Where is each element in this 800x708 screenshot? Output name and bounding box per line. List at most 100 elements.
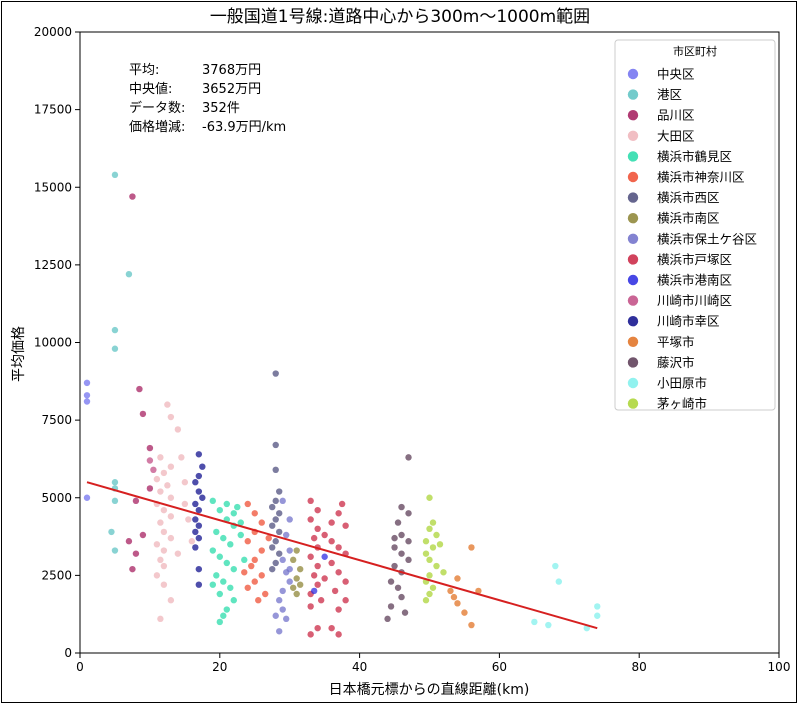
chart-title: 一般国道1号線:道路中心から300m～1000m範囲 <box>210 7 590 27</box>
data-point <box>195 522 203 529</box>
legend-label: 港区 <box>657 87 682 102</box>
data-point <box>248 562 255 570</box>
data-point <box>328 559 335 567</box>
data-point <box>279 556 286 564</box>
data-point <box>328 519 335 526</box>
legend-label: 大田区 <box>657 128 695 143</box>
data-point <box>314 624 321 632</box>
stat-label: 中央値: <box>129 81 172 97</box>
data-point <box>422 538 430 545</box>
data-point <box>244 500 251 508</box>
y-tick-label: 7500 <box>41 413 72 427</box>
data-point <box>398 531 405 539</box>
data-point <box>258 547 265 554</box>
data-point <box>153 541 161 548</box>
data-point <box>213 528 220 536</box>
x-tick-label: 60 <box>492 660 507 674</box>
data-point <box>276 597 283 604</box>
data-point <box>405 538 412 545</box>
legend-label: 川崎市幸区 <box>657 314 720 329</box>
data-point <box>436 541 444 548</box>
data-point <box>192 479 199 486</box>
data-point <box>276 528 283 536</box>
legend-marker <box>627 130 639 141</box>
data-point <box>199 463 206 470</box>
data-point <box>157 556 164 564</box>
data-point <box>426 572 433 579</box>
data-point <box>394 519 402 526</box>
data-point <box>279 587 286 595</box>
data-point <box>160 581 168 588</box>
data-point <box>447 587 454 595</box>
data-point <box>272 612 279 619</box>
data-point <box>195 565 203 573</box>
data-point <box>111 497 119 505</box>
data-point <box>83 494 91 501</box>
data-point <box>276 510 283 517</box>
data-point <box>422 597 430 604</box>
data-point <box>241 556 248 564</box>
data-point <box>195 534 203 542</box>
data-point <box>307 631 314 638</box>
y-tick-label: 5000 <box>41 491 72 505</box>
data-point <box>178 454 185 461</box>
y-tick-label: 2500 <box>41 568 72 582</box>
data-point <box>307 497 314 505</box>
data-point <box>296 565 304 573</box>
legend-label: 横浜市西区 <box>657 190 720 205</box>
data-point <box>199 494 206 501</box>
legend-label: 川崎市川崎区 <box>657 293 732 308</box>
data-point <box>146 457 154 464</box>
data-point <box>125 270 133 278</box>
data-point <box>195 488 203 495</box>
data-point <box>136 385 143 393</box>
stat-value: 3652万円 <box>202 82 261 97</box>
data-point <box>157 488 164 495</box>
data-point <box>314 581 321 588</box>
legend-label: 小田原市 <box>657 376 707 391</box>
data-point <box>220 578 227 585</box>
data-point <box>167 534 175 542</box>
data-point <box>594 612 601 619</box>
data-point <box>83 392 91 399</box>
data-points <box>83 171 601 638</box>
data-point <box>426 525 433 532</box>
y-tick-label: 10000 <box>34 336 72 350</box>
data-point <box>157 454 164 461</box>
data-point <box>293 547 300 554</box>
data-point <box>185 516 192 523</box>
data-point <box>227 541 234 548</box>
x-tick-label: 20 <box>212 660 227 674</box>
data-point <box>251 510 258 517</box>
legend-marker <box>627 233 639 244</box>
data-point <box>440 569 447 576</box>
data-point <box>167 463 175 470</box>
data-point <box>111 547 119 554</box>
data-point <box>244 538 251 545</box>
data-point <box>454 575 461 582</box>
data-point <box>321 531 328 539</box>
data-point <box>167 413 175 421</box>
x-tick-label: 0 <box>76 660 84 674</box>
data-point <box>111 479 119 486</box>
data-point <box>164 401 171 408</box>
data-point <box>310 572 318 579</box>
data-point <box>286 516 293 523</box>
legend-marker <box>627 357 639 368</box>
data-point <box>272 516 279 523</box>
legend-marker <box>627 171 639 183</box>
data-point <box>276 488 283 495</box>
y-tick-label: 0 <box>64 646 72 660</box>
data-point <box>223 500 230 508</box>
data-point <box>209 497 217 505</box>
data-point <box>433 531 440 539</box>
data-point <box>594 603 601 610</box>
data-point <box>450 593 458 601</box>
data-point <box>181 500 189 508</box>
data-point <box>146 444 154 452</box>
data-point <box>160 469 168 477</box>
data-point <box>276 550 283 557</box>
legend-label: 藤沢市 <box>657 355 695 370</box>
data-point <box>216 506 223 514</box>
